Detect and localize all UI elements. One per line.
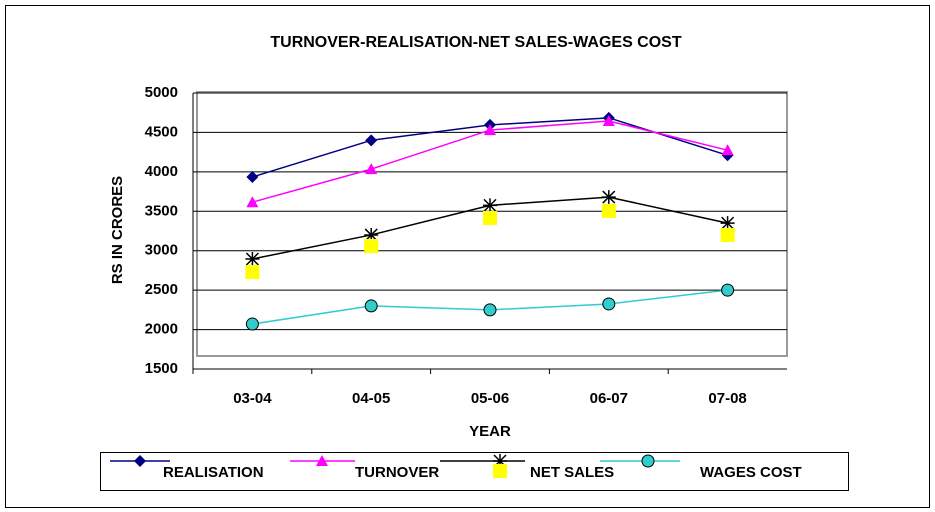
marker bbox=[365, 134, 378, 147]
y-tick-label: 1500 bbox=[145, 360, 178, 377]
marker bbox=[493, 454, 507, 468]
marker bbox=[601, 190, 616, 205]
y-axis-label: RS IN CRORES bbox=[109, 176, 126, 284]
marker bbox=[721, 144, 734, 156]
x-tick-label: 06-07 bbox=[590, 390, 628, 407]
marker bbox=[316, 455, 328, 466]
marker bbox=[602, 114, 615, 126]
y-tick-label: 5000 bbox=[145, 84, 178, 101]
y-tick-label: 4500 bbox=[145, 123, 178, 140]
marker bbox=[493, 464, 507, 478]
legend-label: NET SALES bbox=[530, 464, 614, 481]
plot-area bbox=[196, 91, 788, 357]
x-tick-label: 05-06 bbox=[471, 390, 509, 407]
marker bbox=[602, 297, 616, 311]
marker bbox=[721, 283, 735, 297]
marker bbox=[484, 124, 496, 136]
marker bbox=[364, 227, 379, 242]
y-tick-label: 4000 bbox=[145, 163, 178, 180]
marker bbox=[483, 303, 497, 317]
legend-label: WAGES COST bbox=[700, 464, 802, 481]
marker bbox=[364, 299, 378, 313]
y-tick-label: 3500 bbox=[145, 202, 178, 219]
x-tick-label: 04-05 bbox=[352, 390, 390, 407]
y-tick-label: 3000 bbox=[145, 242, 178, 259]
legend-box bbox=[100, 452, 849, 491]
x-tick-label: 07-08 bbox=[708, 390, 746, 407]
marker bbox=[246, 196, 259, 208]
marker bbox=[720, 227, 735, 242]
chart-title: TURNOVER-REALISATION-NET SALES-WAGES COS… bbox=[270, 34, 681, 51]
legend-label: TURNOVER bbox=[355, 464, 439, 481]
marker bbox=[364, 238, 379, 253]
marker bbox=[483, 210, 497, 225]
marker bbox=[245, 265, 260, 280]
legend-label: REALISATION bbox=[163, 464, 264, 481]
marker bbox=[245, 317, 259, 331]
marker bbox=[365, 163, 378, 175]
marker bbox=[246, 170, 259, 183]
marker bbox=[134, 455, 146, 467]
x-axis-label: YEAR bbox=[469, 423, 511, 440]
x-tick-label: 03-04 bbox=[233, 390, 272, 407]
marker bbox=[601, 203, 616, 218]
y-tick-label: 2500 bbox=[145, 281, 178, 298]
y-tick-label: 2000 bbox=[145, 321, 178, 338]
chart-border bbox=[5, 5, 930, 508]
marker bbox=[483, 198, 497, 213]
marker bbox=[245, 251, 260, 266]
marker bbox=[720, 216, 735, 231]
marker bbox=[641, 454, 655, 468]
